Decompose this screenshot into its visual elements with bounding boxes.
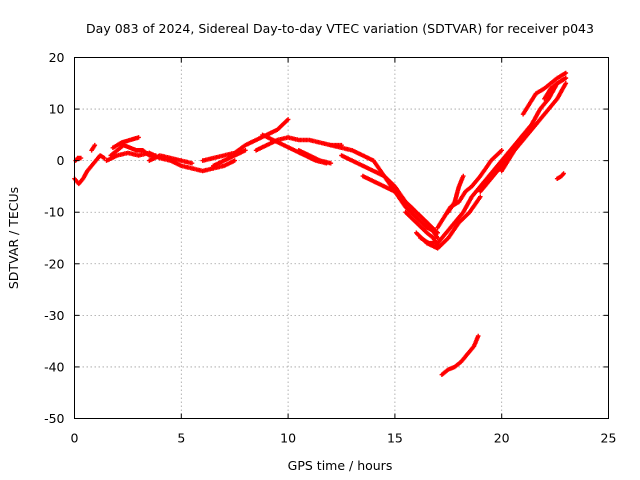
y-tick-label: -40 bbox=[44, 359, 64, 374]
y-tick-label: 20 bbox=[49, 50, 65, 65]
chart-title: Day 083 of 2024, Sidereal Day-to-day VTE… bbox=[86, 21, 594, 36]
axis-layer: 0 5 10 15 20 25 -50 -40 -30 -20 -10 0 10 20 bbox=[44, 50, 616, 446]
y-tick-label: 10 bbox=[49, 102, 65, 117]
data-points bbox=[439, 333, 481, 377]
y-tick-label: 0 bbox=[57, 153, 65, 168]
x-tick-label: 25 bbox=[601, 431, 617, 446]
data-track bbox=[418, 132, 526, 246]
x-tick-label: 10 bbox=[280, 431, 296, 446]
data-track bbox=[108, 142, 158, 158]
data-track bbox=[542, 75, 569, 102]
data-track bbox=[554, 171, 566, 181]
data-points bbox=[360, 173, 440, 236]
data-points bbox=[296, 148, 334, 166]
data-points bbox=[499, 75, 569, 174]
data-points bbox=[520, 70, 569, 117]
data-track bbox=[296, 148, 334, 166]
data-points bbox=[554, 171, 566, 181]
data-track bbox=[360, 173, 440, 236]
data-points bbox=[89, 142, 98, 153]
y-axis-label: SDTVAR / TECUs bbox=[6, 187, 21, 289]
data-points bbox=[104, 150, 237, 174]
data-points bbox=[211, 148, 248, 169]
grid-layer bbox=[74, 57, 609, 419]
data-points bbox=[147, 153, 195, 166]
data-track bbox=[104, 150, 237, 174]
x-tick-label: 15 bbox=[387, 431, 403, 446]
y-tick-label: -10 bbox=[44, 205, 64, 220]
data-track bbox=[446, 173, 466, 215]
data-track bbox=[520, 70, 569, 117]
y-tick-label: -50 bbox=[44, 411, 64, 426]
data-track bbox=[439, 333, 481, 377]
data-track bbox=[435, 148, 504, 230]
x-tick-label: 20 bbox=[494, 431, 510, 446]
data-track bbox=[499, 75, 569, 174]
y-tick-label: -20 bbox=[44, 256, 64, 271]
plot-frame bbox=[74, 57, 609, 419]
data-points bbox=[110, 135, 141, 150]
marks-layer bbox=[72, 70, 569, 377]
series-sdtvar bbox=[72, 70, 569, 377]
data-track bbox=[110, 135, 141, 150]
x-tick-label: 5 bbox=[177, 431, 185, 446]
data-points bbox=[108, 142, 158, 158]
data-points bbox=[446, 173, 466, 215]
data-track bbox=[211, 148, 248, 169]
data-points bbox=[542, 75, 569, 102]
x-axis-label: GPS time / hours bbox=[288, 458, 393, 473]
x-tick-label: 0 bbox=[71, 431, 79, 446]
data-track bbox=[89, 142, 98, 153]
data-track bbox=[147, 153, 195, 166]
y-tick-label: -30 bbox=[44, 308, 64, 323]
data-points bbox=[435, 148, 504, 230]
data-points bbox=[418, 132, 526, 246]
